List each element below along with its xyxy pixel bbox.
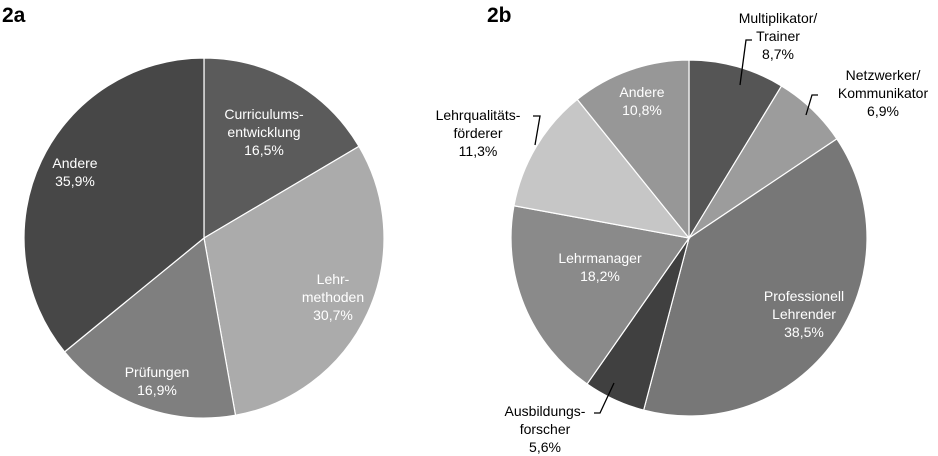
slice-label-lehrmanager: Lehrmanager 18,2%	[558, 250, 642, 284]
pie-slice-curriculums-entwicklung	[203, 57, 360, 240]
slice-label-line: 5,6%	[529, 439, 561, 455]
slice-label-line: Andere	[52, 155, 97, 171]
slice-label-ausbildungs-forscher: Ausbildungs-forscher 5,6%	[505, 403, 586, 455]
panel-label-2a: 2a	[2, 4, 26, 27]
slice-label-andere: Andere 35,9%	[52, 155, 97, 189]
slice-label-line: Andere	[619, 84, 664, 100]
slice-label-line: 6,9%	[867, 103, 899, 119]
slice-label-line: 18,2%	[580, 268, 620, 284]
slice-label-line: Lehrqualitäts-	[436, 107, 521, 123]
slice-label-line: Lehr-	[317, 271, 350, 287]
slices	[510, 59, 868, 417]
leader-line-multiplikator-trainer	[739, 39, 752, 86]
slice-label-lehr-methoden: Lehr-methoden 30,7%	[302, 271, 364, 323]
slice-label-line: Lehrmanager	[558, 250, 642, 266]
slice-label-line: Professionell	[764, 288, 844, 304]
slice-label-line: 16,5%	[244, 142, 284, 158]
slice-label-line: förderer	[453, 125, 502, 141]
panel-label-2b: 2b	[487, 4, 512, 27]
slice-label-line: Prüfungen	[125, 364, 190, 380]
slice-label-line: 10,8%	[622, 102, 662, 118]
pie-slice-multiplikator-trainer	[688, 59, 783, 241]
slice-label-line: Lehrender	[772, 306, 836, 322]
slice-label-line: Netzwerker/	[846, 67, 921, 83]
slice-label-line: Multiplikator/	[739, 10, 818, 26]
slice-label-line: forscher	[520, 421, 571, 437]
leader-line-lehrqualitaets-foerderer	[533, 115, 541, 146]
slice-label-line: 38,5%	[784, 324, 824, 340]
pie-slice-lehrmanager	[510, 205, 691, 385]
pie-slice-professionell-lehrender	[642, 138, 868, 417]
pie-chart-2a: 2a Curriculums-entwicklung 16,5% Lehr-meth…	[2, 4, 385, 419]
slice-label-pruefungen: Prüfungen 16,9%	[125, 364, 190, 398]
slice-label-professionell-lehrender: Professionell Lehrender 38,5%	[764, 288, 844, 340]
leader-line-netzwerker-kommunikator	[805, 94, 818, 116]
pie-slice-lehrqualitaets-foerderer	[513, 98, 691, 239]
pie-slice-andere	[576, 59, 690, 240]
slice-label-andere: Andere 10,8%	[619, 84, 664, 118]
pie-chart-2b: 2b Multiplikator/Trainer 8,7% Netzwerker/K…	[436, 4, 929, 455]
slice-label-line: 35,9%	[55, 173, 95, 189]
pie-slice-lehr-methoden	[203, 145, 385, 416]
slice-label-line: entwicklung	[227, 124, 300, 140]
slice-label-lehrqualitaets-foerderer: Lehrqualitäts-förderer 11,3%	[436, 107, 521, 159]
pie-slice-pruefungen	[63, 236, 237, 419]
slice-label-netzwerker-kommunikator: Netzwerker/Kommunikator 6,9%	[838, 67, 929, 119]
pie-slice-andere	[23, 57, 205, 353]
slice-label-line: Kommunikator	[838, 85, 929, 101]
slice-label-line: methoden	[302, 289, 364, 305]
slices	[23, 57, 385, 419]
slice-label-line: 8,7%	[762, 46, 794, 62]
leader-line-ausbildungs-forscher	[594, 382, 615, 414]
slice-label-line: Ausbildungs-	[505, 403, 586, 419]
slice-label-line: 30,7%	[313, 307, 353, 323]
slice-label-curriculums-entwicklung: Curriculums-entwicklung 16,5%	[224, 106, 304, 158]
slice-label-line: 16,9%	[137, 382, 177, 398]
slice-label-line: Trainer	[756, 28, 800, 44]
slice-label-multiplikator-trainer: Multiplikator/Trainer 8,7%	[739, 10, 818, 62]
slice-label-line: 11,3%	[459, 143, 498, 159]
slice-label-line: Curriculums-	[224, 106, 304, 122]
